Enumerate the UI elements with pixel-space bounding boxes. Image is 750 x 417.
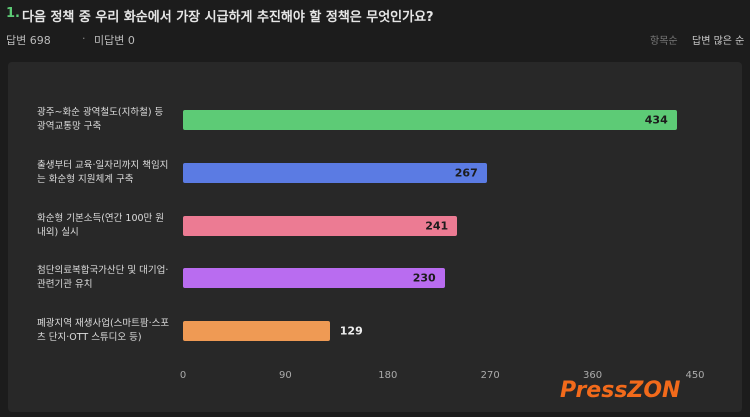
x-tick-label: 360 — [583, 370, 603, 381]
bar — [183, 215, 458, 236]
watermark: PressZON — [560, 378, 681, 403]
x-tick-label: 450 — [685, 370, 705, 381]
x-tick-label: 180 — [378, 370, 398, 381]
bar — [183, 321, 330, 342]
question-number: 1. — [6, 6, 20, 21]
x-tick-label: 270 — [480, 370, 500, 381]
category-label: 화순형 기본소득(연간 100만 원 내외) 실시 — [37, 212, 165, 238]
category-label: 출생부터 교육·일자리까지 책임지는 화순형 지원체계 구축 — [37, 159, 169, 185]
question: 다음 정책 중 우리 화순에서 가장 시급하게 추진해야 할 정책은 무엇인가요… — [22, 10, 434, 25]
value-label: 230 — [412, 271, 436, 285]
answered: 답변 698 — [6, 34, 51, 47]
value-label: 434 — [644, 113, 668, 127]
bar — [183, 110, 677, 130]
value-label: 129 — [339, 324, 363, 338]
x-tick-label: 0 — [179, 370, 187, 381]
category-label: 광주~화순 광역철도(지하철) 등 광역교통망 구축 — [37, 107, 164, 132]
sort-count[interactable]: 답변 많은 순 — [692, 36, 745, 47]
bar — [183, 162, 487, 183]
x-tick-label: 90 — [279, 370, 292, 381]
sort-item[interactable]: 항목순 — [650, 36, 678, 47]
value-label: 267 — [454, 166, 478, 180]
category-label: 첨단의료복합국가산단 및 대기업·관련기관 유치 — [37, 265, 169, 291]
unanswered: 미답변 0 — [94, 34, 135, 47]
category-label: 폐광지역 재생사업(스마트팜·스포츠 단지·OTT 스튜디오 등) — [37, 318, 170, 344]
separator: · — [82, 32, 86, 45]
bar — [183, 268, 445, 289]
value-label: 241 — [425, 219, 449, 233]
